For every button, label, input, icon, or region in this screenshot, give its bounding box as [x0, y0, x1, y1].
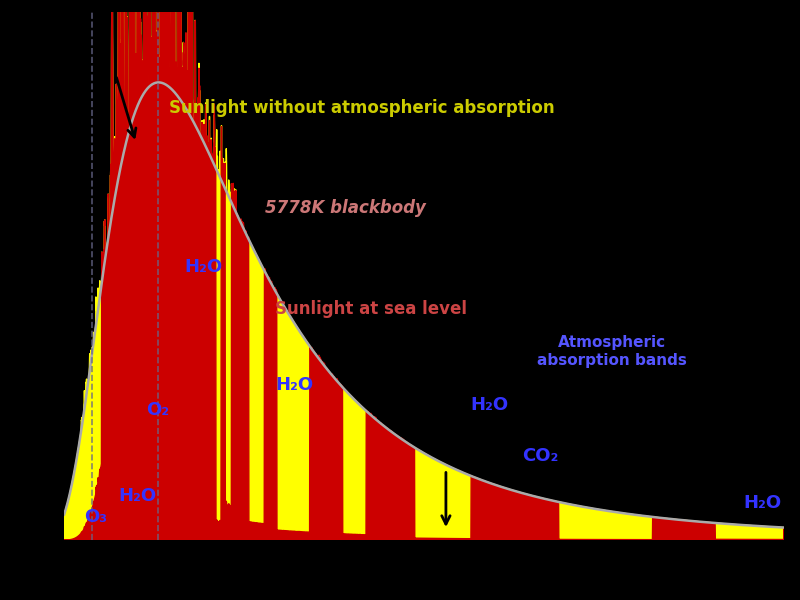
Text: Sunlight without atmospheric absorption: Sunlight without atmospheric absorption [169, 98, 554, 116]
Text: H₂O: H₂O [470, 396, 509, 414]
Text: Atmospheric
absorption bands: Atmospheric absorption bands [537, 335, 686, 368]
Text: 5778K blackbody: 5778K blackbody [266, 199, 426, 217]
Text: H₂O: H₂O [275, 376, 313, 394]
Text: Sunlight at sea level: Sunlight at sea level [274, 299, 466, 317]
Text: H₂O: H₂O [184, 258, 222, 276]
Text: O₂: O₂ [146, 401, 170, 419]
Text: O₃: O₃ [84, 508, 107, 526]
Text: H₂O: H₂O [743, 494, 781, 512]
Text: H₂O: H₂O [118, 487, 157, 505]
Text: CO₂: CO₂ [522, 446, 558, 464]
